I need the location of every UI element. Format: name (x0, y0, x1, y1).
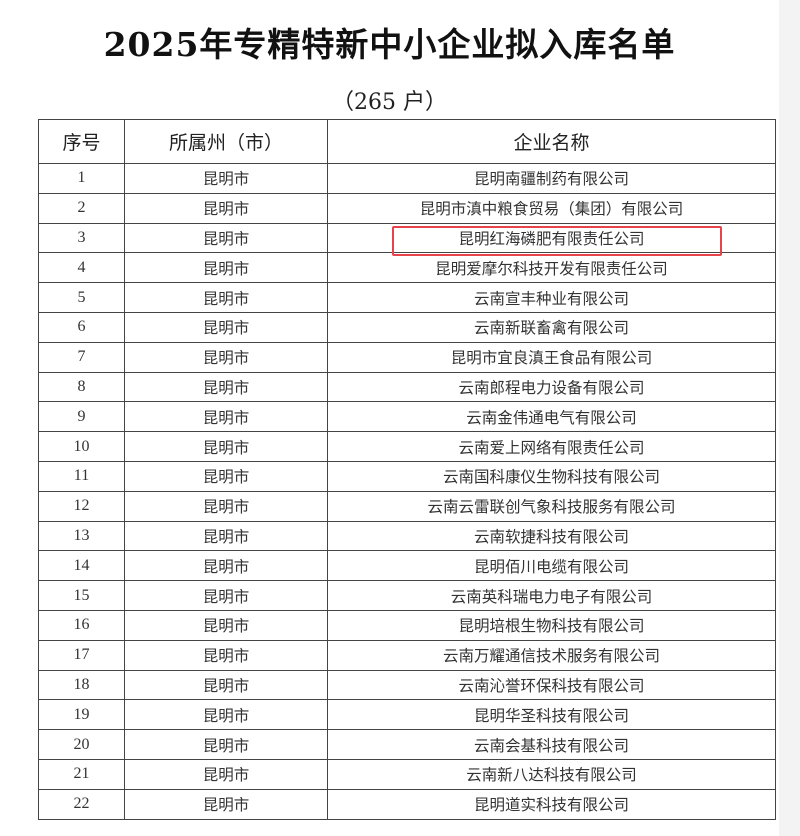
table-row: 2 昆明市 昆明市滇中粮食贸易（集团）有限公司 (38, 192, 776, 224)
table-row: 20 昆明市 云南会基科技有限公司 (38, 729, 776, 760)
table-row: 7 昆明市 昆明市宜良滇王食品有限公司 (38, 341, 776, 373)
company-cell: 云南国科康仪生物科技有限公司 (327, 460, 776, 492)
index-cell: 12 (38, 490, 125, 522)
index-cell: 2 (38, 192, 125, 224)
document-page: 2025年专精特新中小企业拟入库名单 （265 户） 序号 所属州（市） 企业名… (0, 0, 779, 836)
index-cell: 17 (38, 639, 125, 671)
page-title: 2025年专精特新中小企业拟入库名单 (103, 25, 676, 64)
region-cell: 昆明市 (124, 282, 328, 313)
company-cell: 云南爱上网络有限责任公司 (327, 431, 776, 462)
company-cell: 云南新联畜禽有限公司 (327, 311, 776, 343)
region-cell: 昆明市 (124, 192, 328, 224)
table-row: 19 昆明市 昆明华圣科技有限公司 (38, 699, 776, 731)
index-cell: 14 (38, 550, 125, 582)
table-row: 21 昆明市 云南新八达科技有限公司 (38, 758, 776, 790)
index-cell: 3 (38, 222, 125, 254)
table-row: 18 昆明市 云南沁誉环保科技有限公司 (38, 669, 776, 701)
region-cell: 昆明市 (124, 639, 328, 671)
index-cell: 7 (38, 341, 125, 373)
header-region: 所属州（市） (124, 119, 328, 164)
company-cell: 云南金伟通电气有限公司 (327, 401, 776, 433)
company-cell: 云南软捷科技有限公司 (327, 520, 776, 552)
index-cell: 19 (38, 699, 125, 731)
table-row: 10 昆明市 云南爱上网络有限责任公司 (38, 431, 776, 462)
region-cell: 昆明市 (124, 729, 328, 760)
region-cell: 昆明市 (124, 669, 328, 701)
region-cell: 昆明市 (124, 431, 328, 462)
region-cell: 昆明市 (124, 371, 328, 403)
table-row: 16 昆明市 昆明培根生物科技有限公司 (38, 609, 776, 641)
region-cell: 昆明市 (124, 520, 328, 552)
header-company: 企业名称 (327, 119, 776, 164)
header-index: 序号 (38, 119, 125, 164)
company-cell: 云南云雷联创气象科技服务有限公司 (327, 490, 776, 522)
company-cell: 昆明市宜良滇王食品有限公司 (327, 341, 776, 373)
table-row: 3 昆明市 昆明红海磷肥有限责任公司 (38, 222, 776, 254)
table-row: 8 昆明市 云南郎程电力设备有限公司 (38, 371, 776, 403)
table-row: 5 昆明市 云南宣丰种业有限公司 (38, 282, 776, 313)
index-cell: 9 (38, 401, 125, 433)
company-list-table: 序号 所属州（市） 企业名称 1 昆明市 昆明南疆制药有限公司 2 昆明市 昆明市滇中粮食… (38, 119, 776, 820)
table-row: 4 昆明市 昆明爱摩尔科技开发有限责任公司 (38, 252, 776, 284)
company-cell: 云南会基科技有限公司 (327, 729, 776, 760)
region-cell: 昆明市 (124, 163, 328, 194)
company-cell: 昆明培根生物科技有限公司 (327, 609, 776, 641)
company-cell: 昆明市滇中粮食贸易（集团）有限公司 (327, 192, 776, 224)
region-cell: 昆明市 (124, 252, 328, 284)
company-cell: 云南新八达科技有限公司 (327, 758, 776, 790)
company-cell: 昆明佰川电缆有限公司 (327, 550, 776, 582)
region-cell: 昆明市 (124, 699, 328, 731)
index-cell: 21 (38, 758, 125, 790)
index-cell: 11 (38, 460, 125, 492)
table-row: 1 昆明市 昆明南疆制药有限公司 (38, 163, 776, 194)
index-cell: 13 (38, 520, 125, 552)
index-cell: 22 (38, 788, 125, 820)
company-cell: 云南英科瑞电力电子有限公司 (327, 580, 776, 611)
index-cell: 6 (38, 311, 125, 343)
region-cell: 昆明市 (124, 490, 328, 522)
company-cell: 昆明南疆制药有限公司 (327, 163, 776, 194)
company-cell: 昆明道实科技有限公司 (327, 788, 776, 820)
table-row: 6 昆明市 云南新联畜禽有限公司 (38, 311, 776, 343)
table-header-row: 序号 所属州（市） 企业名称 (38, 119, 776, 164)
table-row: 11 昆明市 云南国科康仪生物科技有限公司 (38, 460, 776, 492)
index-cell: 18 (38, 669, 125, 701)
index-cell: 20 (38, 729, 125, 760)
index-cell: 5 (38, 282, 125, 313)
table-row: 13 昆明市 云南软捷科技有限公司 (38, 520, 776, 552)
table-row: 15 昆明市 云南英科瑞电力电子有限公司 (38, 580, 776, 611)
index-cell: 15 (38, 580, 125, 611)
company-cell: 昆明爱摩尔科技开发有限责任公司 (327, 252, 776, 284)
index-cell: 16 (38, 609, 125, 641)
company-cell: 昆明华圣科技有限公司 (327, 699, 776, 731)
region-cell: 昆明市 (124, 788, 328, 820)
index-cell: 8 (38, 371, 125, 403)
page-subtitle: （265 户） (332, 90, 447, 115)
region-cell: 昆明市 (124, 311, 328, 343)
region-cell: 昆明市 (124, 609, 328, 641)
company-cell: 云南万耀通信技术服务有限公司 (327, 639, 776, 671)
index-cell: 1 (38, 163, 125, 194)
company-cell: 昆明红海磷肥有限责任公司 (327, 222, 776, 254)
region-cell: 昆明市 (124, 222, 328, 254)
region-cell: 昆明市 (124, 550, 328, 582)
region-cell: 昆明市 (124, 460, 328, 492)
index-cell: 4 (38, 252, 125, 284)
table-row: 17 昆明市 云南万耀通信技术服务有限公司 (38, 639, 776, 671)
table-row: 9 昆明市 云南金伟通电气有限公司 (38, 401, 776, 433)
company-cell: 云南宣丰种业有限公司 (327, 282, 776, 313)
region-cell: 昆明市 (124, 580, 328, 611)
table-row: 22 昆明市 昆明道实科技有限公司 (38, 788, 776, 820)
region-cell: 昆明市 (124, 341, 328, 373)
table-row: 12 昆明市 云南云雷联创气象科技服务有限公司 (38, 490, 776, 522)
region-cell: 昆明市 (124, 401, 328, 433)
company-cell: 云南沁誉环保科技有限公司 (327, 669, 776, 701)
table-row: 14 昆明市 昆明佰川电缆有限公司 (38, 550, 776, 582)
region-cell: 昆明市 (124, 758, 328, 790)
index-cell: 10 (38, 431, 125, 462)
company-cell: 云南郎程电力设备有限公司 (327, 371, 776, 403)
